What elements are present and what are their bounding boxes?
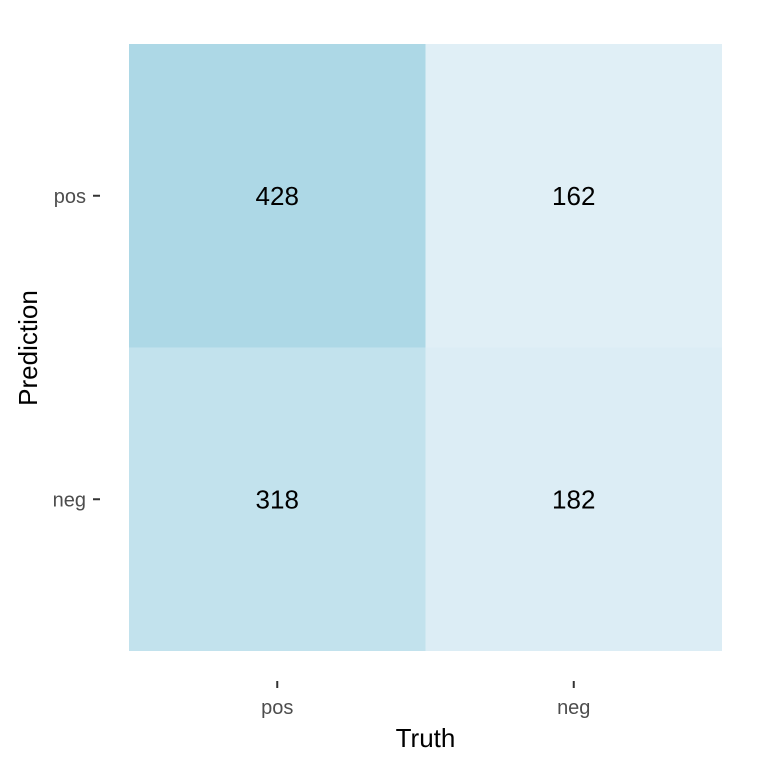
x-axis-title: Truth xyxy=(396,723,456,753)
cell-value-label-pos-pos: 428 xyxy=(256,181,299,211)
heatmap-cell-pos-neg xyxy=(425,44,722,348)
y-tick-label-pos: pos xyxy=(54,186,86,208)
heatmap-cells xyxy=(129,44,722,651)
y-tick-label-neg: neg xyxy=(53,489,86,511)
x-axis: pos neg xyxy=(261,681,590,719)
y-axis: pos neg xyxy=(53,186,100,511)
heatmap-cell-pos-pos xyxy=(129,44,426,348)
cell-value-label-neg-pos: 318 xyxy=(256,484,299,514)
cell-value-labels: 428 162 318 182 xyxy=(256,181,596,515)
cell-value-label-pos-neg: 162 xyxy=(552,181,595,211)
cell-value-label-neg-neg: 182 xyxy=(552,484,595,514)
heatmap-cell-neg-pos xyxy=(129,347,426,651)
heatmap-cell-neg-neg xyxy=(425,347,722,651)
x-tick-label-neg: neg xyxy=(557,697,590,719)
y-axis-title: Prediction xyxy=(13,290,43,406)
x-tick-label-pos: pos xyxy=(261,697,293,719)
